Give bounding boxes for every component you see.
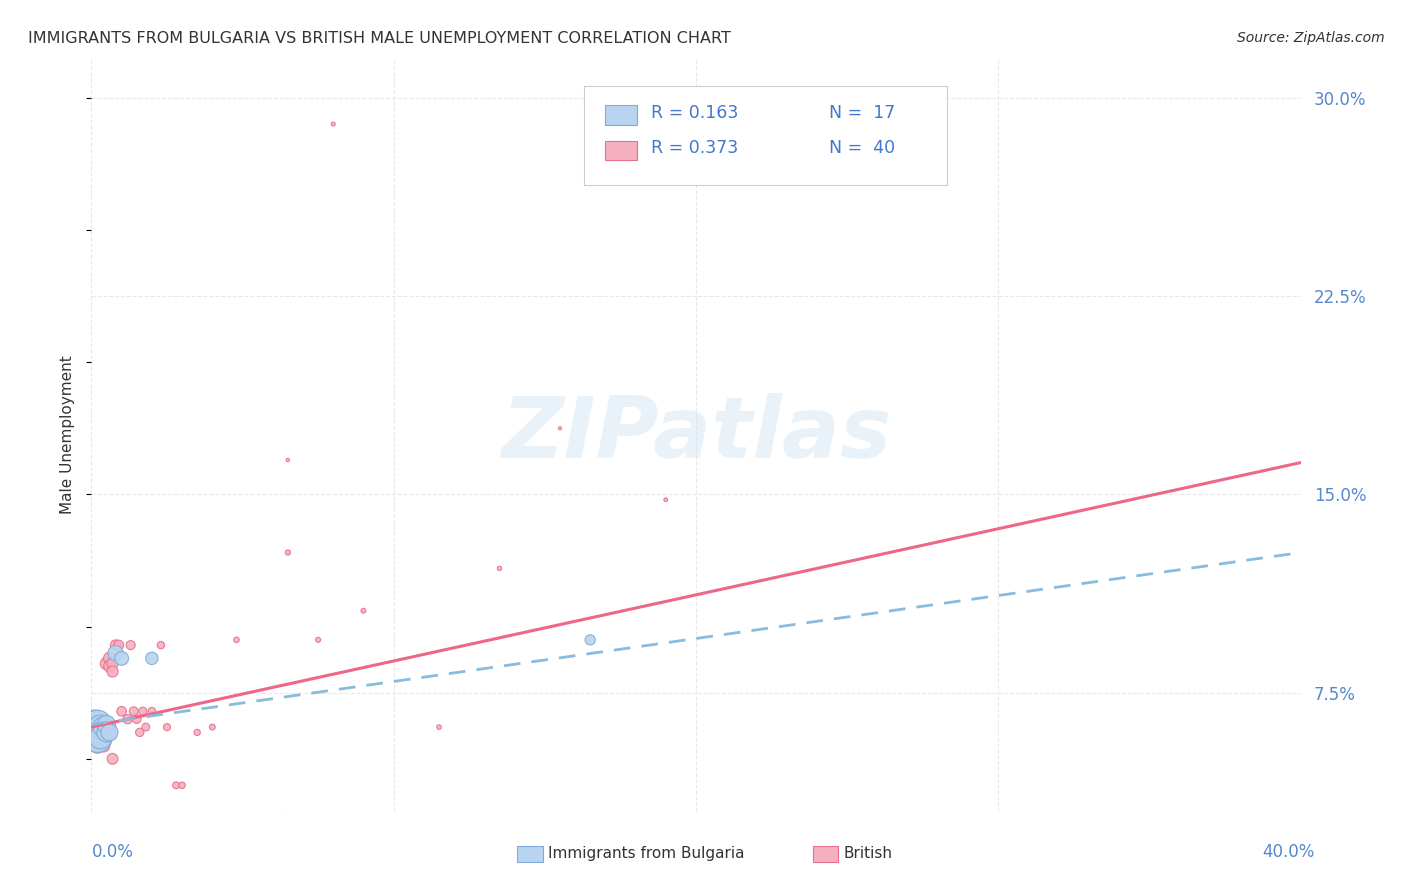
Point	[86, 739, 108, 753]
Text: 0.0%: 0.0%	[91, 843, 134, 861]
Point	[132, 704, 155, 718]
Text: 40.0%: 40.0%	[1263, 843, 1315, 861]
Point	[89, 731, 111, 745]
Point	[93, 720, 115, 734]
Point	[141, 704, 163, 718]
Point	[111, 704, 132, 718]
Point	[83, 725, 105, 739]
Text: IMMIGRANTS FROM BULGARIA VS BRITISH MALE UNEMPLOYMENT CORRELATION CHART: IMMIGRANTS FROM BULGARIA VS BRITISH MALE…	[28, 31, 731, 46]
Point	[86, 725, 108, 739]
Point	[93, 725, 115, 739]
Point	[201, 720, 224, 734]
Text: R = 0.163: R = 0.163	[651, 104, 738, 122]
Point	[93, 739, 115, 753]
Point	[101, 752, 124, 766]
Point	[107, 638, 129, 652]
Point	[83, 725, 105, 739]
FancyBboxPatch shape	[583, 86, 948, 185]
Point	[104, 646, 127, 660]
Point	[427, 720, 450, 734]
Point	[172, 778, 194, 792]
Point	[89, 725, 111, 739]
Point	[322, 117, 344, 131]
Point	[98, 725, 121, 739]
Point	[86, 717, 108, 731]
Point	[93, 731, 115, 745]
Point	[122, 704, 145, 718]
Point	[270, 810, 292, 824]
Text: N =  40: N = 40	[830, 139, 896, 157]
Text: British: British	[844, 847, 893, 861]
Point	[488, 561, 510, 575]
Point	[101, 657, 124, 671]
FancyBboxPatch shape	[605, 141, 637, 161]
Text: Source: ZipAtlas.com: Source: ZipAtlas.com	[1237, 31, 1385, 45]
Point	[89, 720, 111, 734]
Point	[579, 632, 602, 647]
Point	[125, 712, 148, 726]
Point	[135, 720, 157, 734]
Point	[149, 638, 172, 652]
Point	[141, 651, 163, 665]
Point	[654, 492, 676, 507]
FancyBboxPatch shape	[605, 105, 637, 125]
Point	[277, 545, 299, 559]
Point	[307, 632, 329, 647]
Text: N =  17: N = 17	[830, 104, 896, 122]
Point	[98, 659, 121, 673]
Point	[96, 717, 118, 731]
Point	[86, 717, 108, 731]
Point	[165, 778, 187, 792]
Point	[548, 421, 571, 435]
Point	[104, 638, 127, 652]
Point	[83, 720, 105, 734]
Point	[128, 725, 150, 739]
Point	[83, 731, 105, 745]
Point	[96, 657, 118, 671]
Point	[86, 731, 108, 745]
Point	[86, 725, 108, 739]
Point	[225, 632, 247, 647]
Point	[277, 453, 299, 467]
Point	[186, 725, 208, 739]
Point	[352, 604, 374, 618]
Y-axis label: Male Unemployment: Male Unemployment	[60, 356, 76, 514]
Point	[96, 725, 118, 739]
Point	[98, 651, 121, 665]
Point	[89, 717, 111, 731]
Point	[111, 651, 132, 665]
Point	[156, 720, 179, 734]
Point	[117, 712, 139, 726]
Point	[89, 725, 111, 739]
Text: ZIPatlas: ZIPatlas	[501, 393, 891, 476]
Point	[101, 665, 124, 679]
Point	[89, 731, 111, 745]
Point	[120, 638, 142, 652]
Text: R = 0.373: R = 0.373	[651, 139, 738, 157]
Text: Immigrants from Bulgaria: Immigrants from Bulgaria	[548, 847, 745, 861]
